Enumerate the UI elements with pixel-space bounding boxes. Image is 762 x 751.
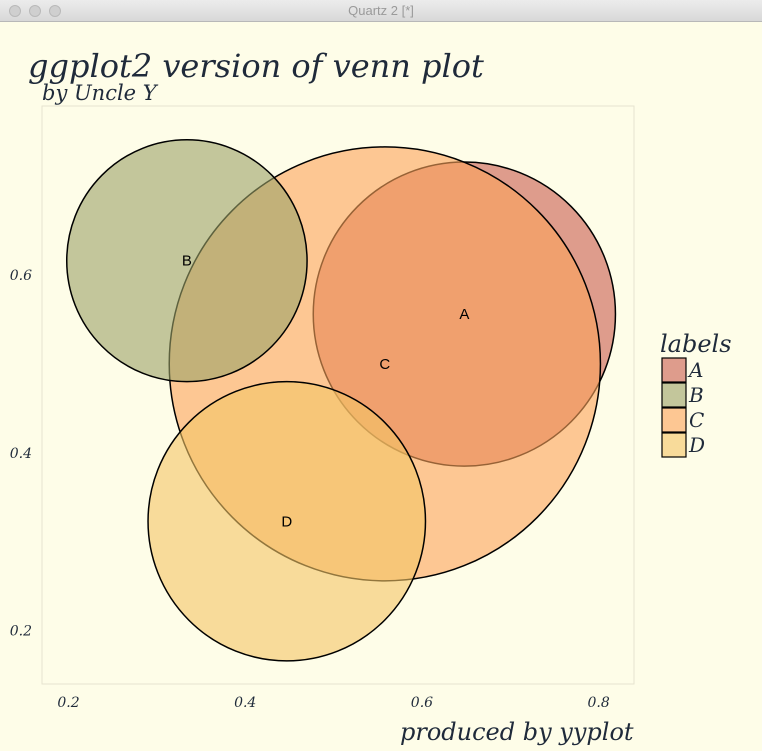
- zoom-button[interactable]: [49, 5, 61, 17]
- legend-key-b: [661, 382, 687, 408]
- venn-chart: ggplot2 version of venn plot by Uncle Y …: [10, 47, 732, 746]
- plot-panel: [41, 105, 635, 685]
- legend-label-d: D: [688, 433, 705, 457]
- window-title: Quartz 2 [*]: [348, 3, 414, 18]
- circle-label-b: B: [182, 253, 192, 270]
- legend-label-c: C: [689, 408, 704, 432]
- legend-key-a: [661, 357, 687, 383]
- legend-label-a: A: [687, 358, 703, 382]
- legend-label-b: B: [688, 383, 704, 407]
- circles-layer: [65, 139, 617, 662]
- legend-key-c: [661, 407, 687, 433]
- circle-label-c: C: [379, 356, 390, 373]
- y-tick-label: 0.6: [10, 268, 32, 284]
- x-tick-label: 0.2: [57, 695, 79, 711]
- close-button[interactable]: [9, 5, 21, 17]
- y-tick-label: 0.2: [10, 624, 32, 640]
- legend-key-d: [661, 432, 687, 458]
- minimize-button[interactable]: [29, 5, 41, 17]
- chart-caption: produced by yyplot: [400, 718, 634, 746]
- x-tick-label: 0.4: [234, 695, 256, 711]
- circle-label-d: D: [281, 513, 292, 530]
- chart-subtitle: by Uncle Y: [42, 81, 159, 105]
- y-axis: 0.2 0.4 0.6: [10, 268, 32, 640]
- chart-title: ggplot2 version of venn plot: [28, 47, 484, 85]
- legend-title: labels: [660, 330, 732, 358]
- circle-label-a: A: [459, 306, 469, 323]
- x-tick-label: 0.6: [411, 695, 433, 711]
- labels-layer: A C D B: [182, 253, 469, 531]
- x-axis: 0.2 0.4 0.6 0.8: [57, 695, 610, 711]
- window-titlebar: Quartz 2 [*]: [0, 0, 762, 22]
- x-tick-label: 0.8: [588, 695, 610, 711]
- circle-d: [147, 380, 427, 662]
- y-tick-label: 0.4: [10, 446, 32, 462]
- circle-b: [65, 139, 308, 383]
